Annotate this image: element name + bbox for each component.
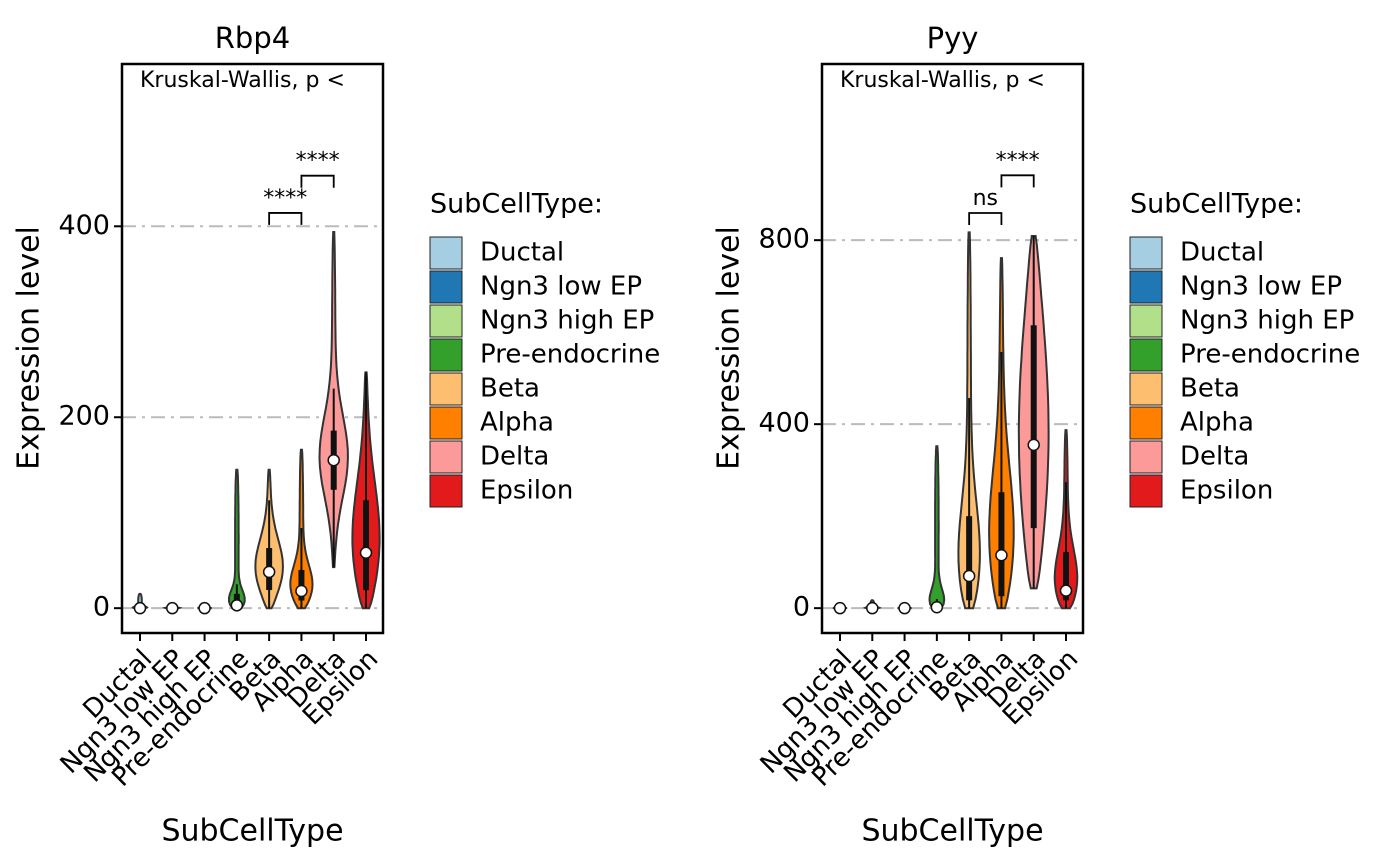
legend-label: Ductal <box>480 238 564 268</box>
legend-label: Ngn3 high EP <box>480 306 654 336</box>
legend-label: Ngn3 high EP <box>1180 306 1354 336</box>
legend-label: Alpha <box>480 408 554 438</box>
median-point <box>327 453 340 467</box>
significance-bracket <box>300 174 335 188</box>
legend-swatch <box>429 304 463 338</box>
median-point <box>866 601 879 615</box>
subtitle: Kruskal-Wallis, p < <box>840 68 1045 93</box>
plot-frame <box>120 62 385 635</box>
panel: 0 200 400 Ductal Ngn3 low EP Ngn3 high EP Pre-… <box>12 21 661 849</box>
y-tick-label: 400 <box>58 210 110 241</box>
legend-swatch <box>429 440 463 474</box>
legend-swatch <box>1129 474 1163 508</box>
significance-label: **** <box>296 149 340 174</box>
median-point <box>198 601 211 615</box>
legend-label: Ngn3 low EP <box>480 272 642 302</box>
legend-label: Pre-endocrine <box>1180 340 1360 370</box>
legend-label: Epsilon <box>1180 476 1273 506</box>
panel: 0 400 800 Ductal Ngn3 low EP Ngn3 high EP Pre-… <box>712 21 1361 849</box>
legend-swatch <box>429 406 463 440</box>
x-axis-title: SubCellType <box>861 814 1043 849</box>
median-point <box>295 584 308 598</box>
legend-label: Delta <box>1180 442 1249 472</box>
legend-swatch <box>429 236 463 270</box>
significance-bracket <box>968 212 1003 226</box>
legend-label: Alpha <box>1180 408 1254 438</box>
legend-swatch <box>429 270 463 304</box>
legend-swatch <box>429 372 463 406</box>
legend-swatch <box>1129 406 1163 440</box>
significance-bracket <box>1000 174 1035 188</box>
median-point <box>1027 438 1040 452</box>
median-point <box>962 569 976 583</box>
plot-area <box>131 231 381 615</box>
median-point <box>262 565 276 579</box>
median-point <box>930 600 944 614</box>
median-point <box>230 599 244 612</box>
legend-swatch <box>1129 440 1163 474</box>
legend-label: Ngn3 low EP <box>1180 272 1342 302</box>
legend-title: SubCellType: <box>1130 189 1303 220</box>
chart-title: Pyy <box>927 21 979 55</box>
x-axis-title: SubCellType <box>161 814 343 849</box>
legend-swatch <box>429 474 463 508</box>
y-axis-title: Expression level <box>712 226 747 470</box>
legend-swatch <box>1129 236 1163 270</box>
median-point <box>995 549 1008 562</box>
box <box>998 492 1005 597</box>
median-point <box>898 601 911 615</box>
legend-title: SubCellType: <box>430 189 603 220</box>
legend-label: Epsilon <box>480 476 573 506</box>
y-tick-label: 400 <box>758 408 810 439</box>
violin <box>228 468 246 610</box>
box <box>966 516 973 601</box>
legend-swatch <box>1129 338 1163 372</box>
legend-label: Beta <box>480 374 540 404</box>
box <box>1030 325 1037 529</box>
y-tick-label: 0 <box>93 592 110 623</box>
legend-label: Pre-endocrine <box>480 340 660 370</box>
legend-label: Beta <box>1180 374 1240 404</box>
y-tick-label: 200 <box>58 401 110 432</box>
box <box>1063 552 1069 601</box>
median-point <box>833 601 847 615</box>
y-tick-label: 800 <box>758 224 810 255</box>
legend-label: Ductal <box>1180 238 1264 268</box>
significance-label: **** <box>263 186 307 211</box>
legend-label: Delta <box>480 442 549 472</box>
plot-frame <box>820 62 1085 635</box>
median-point <box>359 546 373 560</box>
chart-title: Rbp4 <box>215 21 290 55</box>
plot-area <box>832 231 1079 615</box>
subtitle: Kruskal-Wallis, p < <box>140 68 345 93</box>
legend-swatch <box>1129 372 1163 406</box>
y-tick-label: 0 <box>793 592 810 623</box>
median-point <box>166 601 179 615</box>
box <box>363 500 369 591</box>
significance-bracket <box>268 212 303 225</box>
violin <box>928 445 946 610</box>
legend-swatch <box>429 338 463 372</box>
significance-label: **** <box>996 148 1040 173</box>
median-point <box>133 601 147 615</box>
median-point <box>1059 584 1073 597</box>
significance-label: ns <box>973 186 998 211</box>
legend-swatch <box>1129 304 1163 338</box>
legend-swatch <box>1129 270 1163 304</box>
y-axis-title: Expression level <box>12 226 47 470</box>
